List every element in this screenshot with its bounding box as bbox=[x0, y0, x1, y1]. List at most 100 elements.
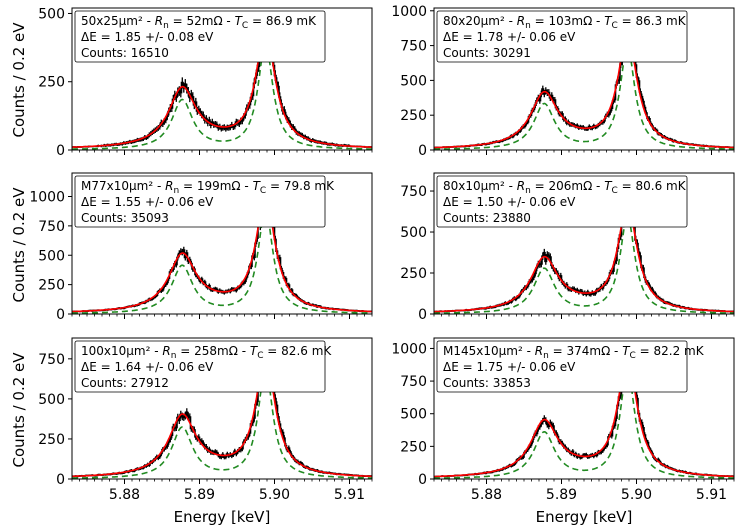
annotation-line-1: 50x25µm² - Rn = 52mΩ - TC = 86.9 mK bbox=[81, 14, 317, 31]
detector-label: M77x10µm² - bbox=[81, 179, 165, 193]
y-tick-label: 250 bbox=[38, 432, 65, 448]
series-model bbox=[434, 45, 734, 150]
y-tick-label: 500 bbox=[400, 225, 427, 241]
series-fit bbox=[434, 32, 734, 149]
panel-p2: 0 250 500 750 1000 80x20µm² - Rn = 103mΩ - TC… bbox=[391, 4, 735, 159]
panel-p4: 0 250 500 750 80x10µm² - Rn = 206mΩ - TC = 8… bbox=[400, 172, 735, 323]
y-tick-label: 0 bbox=[56, 143, 65, 159]
xlabel-right: Energy [keV] bbox=[536, 508, 633, 526]
tc-value: = 82.6 mK bbox=[263, 344, 332, 358]
annotation-line-1: 100x10µm² - Rn = 258mΩ - TC = 82.6 mK bbox=[81, 344, 332, 361]
resolution-text: ΔE = 1.85 +/- 0.08 eV bbox=[81, 30, 214, 44]
x-tick-label: 5.88 bbox=[109, 487, 140, 503]
detector-label: M145x10µm² - bbox=[443, 344, 535, 358]
panel-p5: 0 250 500 750 5.88 5.89 5.90 5.91 100x10µm² - Rn… bbox=[38, 337, 373, 503]
y-tick-label: 0 bbox=[56, 307, 65, 323]
counts-text: Counts: 30291 bbox=[443, 46, 531, 60]
y-tick-label: 750 bbox=[38, 219, 65, 235]
y-tick-label: 500 bbox=[38, 392, 65, 408]
annotation-box: M145x10µm² - Rn = 374mΩ - TC = 82.2 mKΔE… bbox=[436, 340, 705, 393]
x-tick-label: 5.88 bbox=[471, 487, 502, 503]
y-tick-label: 750 bbox=[400, 374, 427, 390]
panel-p6: 0 250 500 750 1000 5.88 5.89 5.90 5.91 M145x10µm²… bbox=[391, 337, 735, 503]
xlabel-left: Energy [keV] bbox=[174, 508, 271, 526]
resistance-value: = 374mΩ - bbox=[549, 344, 622, 358]
annotation-frame bbox=[74, 10, 326, 63]
annotation-frame bbox=[74, 175, 326, 228]
y-tick-label: 1000 bbox=[391, 341, 427, 357]
counts-text: Counts: 16510 bbox=[81, 46, 169, 60]
x-tick-label: 5.90 bbox=[259, 487, 290, 503]
resistance-value: = 206mΩ - bbox=[531, 179, 604, 193]
y-tick-label: 750 bbox=[38, 352, 65, 368]
y-tick-label: 250 bbox=[400, 266, 427, 282]
y-tick-label: 1000 bbox=[29, 190, 65, 206]
resolution-text: ΔE = 1.55 +/- 0.06 eV bbox=[81, 195, 214, 209]
annotation-box: M77x10µm² - Rn = 199mΩ - TC = 79.8 mKΔE … bbox=[74, 175, 335, 228]
annotation-line-1: 80x20µm² - Rn = 103mΩ - TC = 86.3 mK bbox=[443, 14, 687, 31]
detector-label: 100x10µm² - bbox=[81, 344, 162, 358]
annotation-box: 100x10µm² - Rn = 258mΩ - TC = 82.6 mKΔE … bbox=[74, 340, 332, 393]
annotation-frame bbox=[436, 340, 688, 393]
resistance-value: = 103mΩ - bbox=[531, 14, 604, 28]
ylabel-row-1: Counts / 0.2 eV bbox=[10, 22, 28, 138]
detector-label: 80x10µm² - bbox=[443, 179, 517, 193]
y-tick-label: 750 bbox=[400, 184, 427, 200]
ylabel-row-2: Counts / 0.2 eV bbox=[10, 187, 28, 303]
counts-text: Counts: 27912 bbox=[81, 376, 169, 390]
series-fit bbox=[72, 353, 372, 478]
y-tick-label: 0 bbox=[418, 307, 427, 323]
resistance-value: = 199mΩ - bbox=[179, 179, 252, 193]
series-model bbox=[434, 368, 734, 479]
counts-text: Counts: 23880 bbox=[443, 211, 531, 225]
series-fit bbox=[434, 203, 734, 313]
annotation-frame bbox=[436, 175, 688, 228]
counts-text: Counts: 35093 bbox=[81, 211, 169, 225]
resistance-value: = 258mΩ - bbox=[176, 344, 249, 358]
y-tick-label: 500 bbox=[400, 73, 427, 89]
plot-area bbox=[72, 345, 372, 479]
annotation-line-1: 80x10µm² - Rn = 206mΩ - TC = 80.6 mK bbox=[443, 179, 687, 196]
detector-label: 50x25µm² - bbox=[81, 14, 155, 28]
x-tick-label: 5.91 bbox=[334, 487, 365, 503]
plot-area bbox=[434, 25, 734, 150]
y-tick-label: 250 bbox=[38, 278, 65, 294]
annotation-line-1: M77x10µm² - Rn = 199mΩ - TC = 79.8 mK bbox=[81, 179, 335, 196]
resolution-text: ΔE = 1.50 +/- 0.06 eV bbox=[443, 195, 576, 209]
tc-value: = 82.2 mK bbox=[636, 344, 705, 358]
series-fit bbox=[72, 28, 372, 148]
y-tick-label: 0 bbox=[56, 472, 65, 488]
panels: 0 250 500 50x25µm² - Rn = 52mΩ - TC = 86.9 … bbox=[29, 4, 735, 503]
series-fit bbox=[72, 195, 372, 313]
x-tick-label: 5.91 bbox=[696, 487, 727, 503]
y-tick-label: 500 bbox=[38, 6, 65, 22]
plot-area bbox=[434, 347, 734, 479]
tc-value: = 86.3 mK bbox=[618, 14, 687, 28]
y-tick-label: 250 bbox=[400, 439, 427, 455]
resolution-text: ΔE = 1.64 +/- 0.06 eV bbox=[81, 360, 214, 374]
series-model bbox=[72, 207, 372, 314]
y-tick-label: 1000 bbox=[391, 4, 427, 20]
tc-value: = 80.6 mK bbox=[618, 179, 687, 193]
y-tick-label: 0 bbox=[418, 143, 427, 159]
resolution-text: ΔE = 1.78 +/- 0.06 eV bbox=[443, 30, 576, 44]
resistance-value: = 52mΩ - bbox=[169, 14, 235, 28]
annotation-line-1: M145x10µm² - Rn = 374mΩ - TC = 82.2 mK bbox=[443, 344, 705, 361]
annotation-frame bbox=[74, 340, 326, 393]
series-model bbox=[72, 367, 372, 479]
panel-p3: 0 250 500 750 1000 M77x10µm² - Rn = 199mΩ - T… bbox=[29, 172, 373, 323]
ylabel-row-3: Counts / 0.2 eV bbox=[10, 352, 28, 468]
resolution-text: ΔE = 1.75 +/- 0.06 eV bbox=[443, 360, 576, 374]
y-tick-label: 250 bbox=[400, 108, 427, 124]
series-fit bbox=[434, 355, 734, 478]
plot-area bbox=[434, 191, 734, 314]
plot-area bbox=[72, 184, 372, 314]
counts-text: Counts: 33853 bbox=[443, 376, 531, 390]
series-model bbox=[434, 215, 734, 314]
y-tick-label: 500 bbox=[400, 407, 427, 423]
series-model bbox=[72, 42, 372, 150]
